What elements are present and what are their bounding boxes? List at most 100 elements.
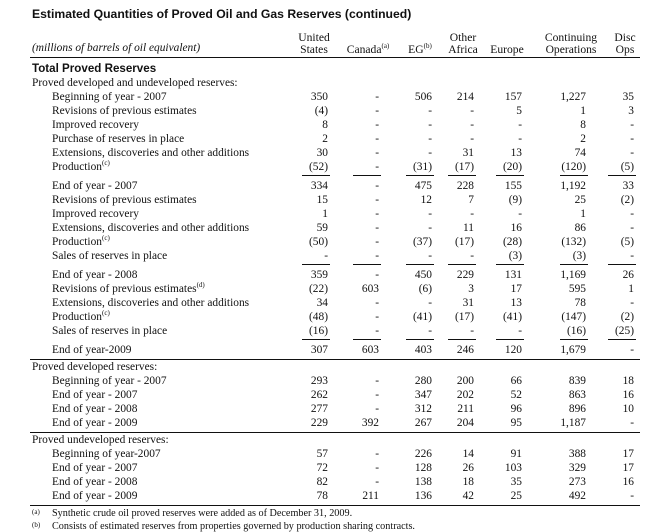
table-cell: 228 [456,180,474,192]
table-cell: 18 [462,476,474,488]
row-label-text: End of year - 2009 [52,417,138,429]
table-cell: 18 [622,375,634,387]
table-cell: - [428,325,432,337]
row-label: End of year - 2009 [52,489,137,503]
table-cell: 1,169 [560,269,586,281]
row-label: Sales of reserves in place [52,249,167,263]
table-cell: 10 [622,403,634,415]
row-label-text: Beginning of year-2007 [52,448,161,460]
table-cell: 3 [628,105,634,117]
table-cell: 839 [568,375,586,387]
table-cell: 3 [468,283,474,295]
section-heading: Total Proved Reserves [32,62,156,76]
table-cell: 57 [316,448,328,460]
table-cell: - [375,389,379,401]
table-cell: 226 [414,448,432,460]
column-header-text: States [300,43,328,56]
table-cell: - [375,105,379,117]
header-rule [30,57,640,58]
table-cell: - [630,417,634,429]
table-cell: (16) [309,325,328,337]
subtotal-underline [448,175,476,176]
table-cell: 16 [510,222,522,234]
table-cell: 59 [316,222,328,234]
row-label-text: Beginning of year - 2007 [52,91,167,103]
column-header: United States [274,32,354,56]
subtotal-underline [353,264,381,265]
table-cell: - [375,375,379,387]
table-cell: 2 [580,133,586,145]
subtotal-underline [608,339,636,340]
table-cell: - [375,297,379,309]
table-cell: (2) [620,311,634,323]
table-cell: 30 [316,147,328,159]
table-cell: (132) [561,236,586,248]
subtotal-underline [496,339,524,340]
table-cell: 26 [622,269,634,281]
table-cell: (3) [508,250,522,262]
table-cell: 8 [580,119,586,131]
row-label-text: Improved recovery [52,119,139,131]
subtotal-underline [608,175,636,176]
table-cell: (41) [503,311,522,323]
footnote-text: Consists of estimated reserves from prop… [52,521,415,532]
row-label-text: Proved developed and undeveloped reserve… [32,77,238,89]
table-cell: 347 [414,389,432,401]
row-label-text: Proved undeveloped reserves: [32,434,169,446]
table-cell: (20) [503,161,522,173]
table-cell: 26 [462,462,474,474]
row-label: Production(c) [52,160,110,174]
table-cell: (16) [567,325,586,337]
table-cell: (4) [314,105,328,117]
subtotal-underline [302,339,330,340]
table-cell: 1 [628,283,634,295]
subtotal-underline [608,264,636,265]
row-label: Beginning of year - 2007 [52,90,167,104]
table-cell: 200 [456,375,474,387]
table-cell: - [630,119,634,131]
column-header-bottom: Ops [585,44,665,56]
table-cell: - [428,297,432,309]
row-label: Beginning of year - 2007 [52,374,167,388]
row-label: End of year - 2008 [52,475,137,489]
table-cell: - [630,222,634,234]
table-cell: 25 [574,194,586,206]
table-cell: - [375,119,379,131]
subtotal-underline [448,339,476,340]
table-cell: 896 [568,403,586,415]
table-cell: 17 [622,448,634,460]
column-header-text: Canada [346,43,382,56]
row-label: End of year-2009 [52,343,131,357]
table-cell: 96 [510,403,522,415]
column-header-bottom: States [274,44,354,56]
table-cell: 12 [420,194,432,206]
row-label-text: Revisions of previous estimates [52,283,197,295]
table-cell: 42 [462,490,474,502]
table-cell: 155 [504,180,522,192]
footnote-mark: (b) [32,521,41,529]
table-cell: 13 [510,297,522,309]
table-cell: 136 [414,490,432,502]
table-cell: 350 [310,91,328,103]
column-header-bottom: Canada(a) [328,43,408,56]
table-cell: - [470,208,474,220]
column-header: Disc Ops [585,32,665,56]
column-header-top: Disc [614,31,636,44]
row-label-text: End of year - 2008 [52,476,138,488]
table-cell: 7 [468,194,474,206]
table-cell: (9) [508,194,522,206]
row-label-text: Revisions of previous estimates [52,194,197,206]
table-cell: 403 [414,344,432,356]
row-label-text: End of year - 2007 [52,389,138,401]
table-cell: - [470,325,474,337]
row-label-text: Production [52,236,102,248]
table-cell: 334 [310,180,328,192]
table-cell: - [375,269,379,281]
table-cell: (41) [413,311,432,323]
column-header: EG(b) [380,32,460,56]
row-label: Revisions of previous estimates(d) [52,282,205,296]
table-cell: 16 [622,389,634,401]
table-cell: 52 [510,389,522,401]
table-cell: 492 [568,490,586,502]
row-label-text: Extensions, discoveries and other additi… [52,147,250,159]
